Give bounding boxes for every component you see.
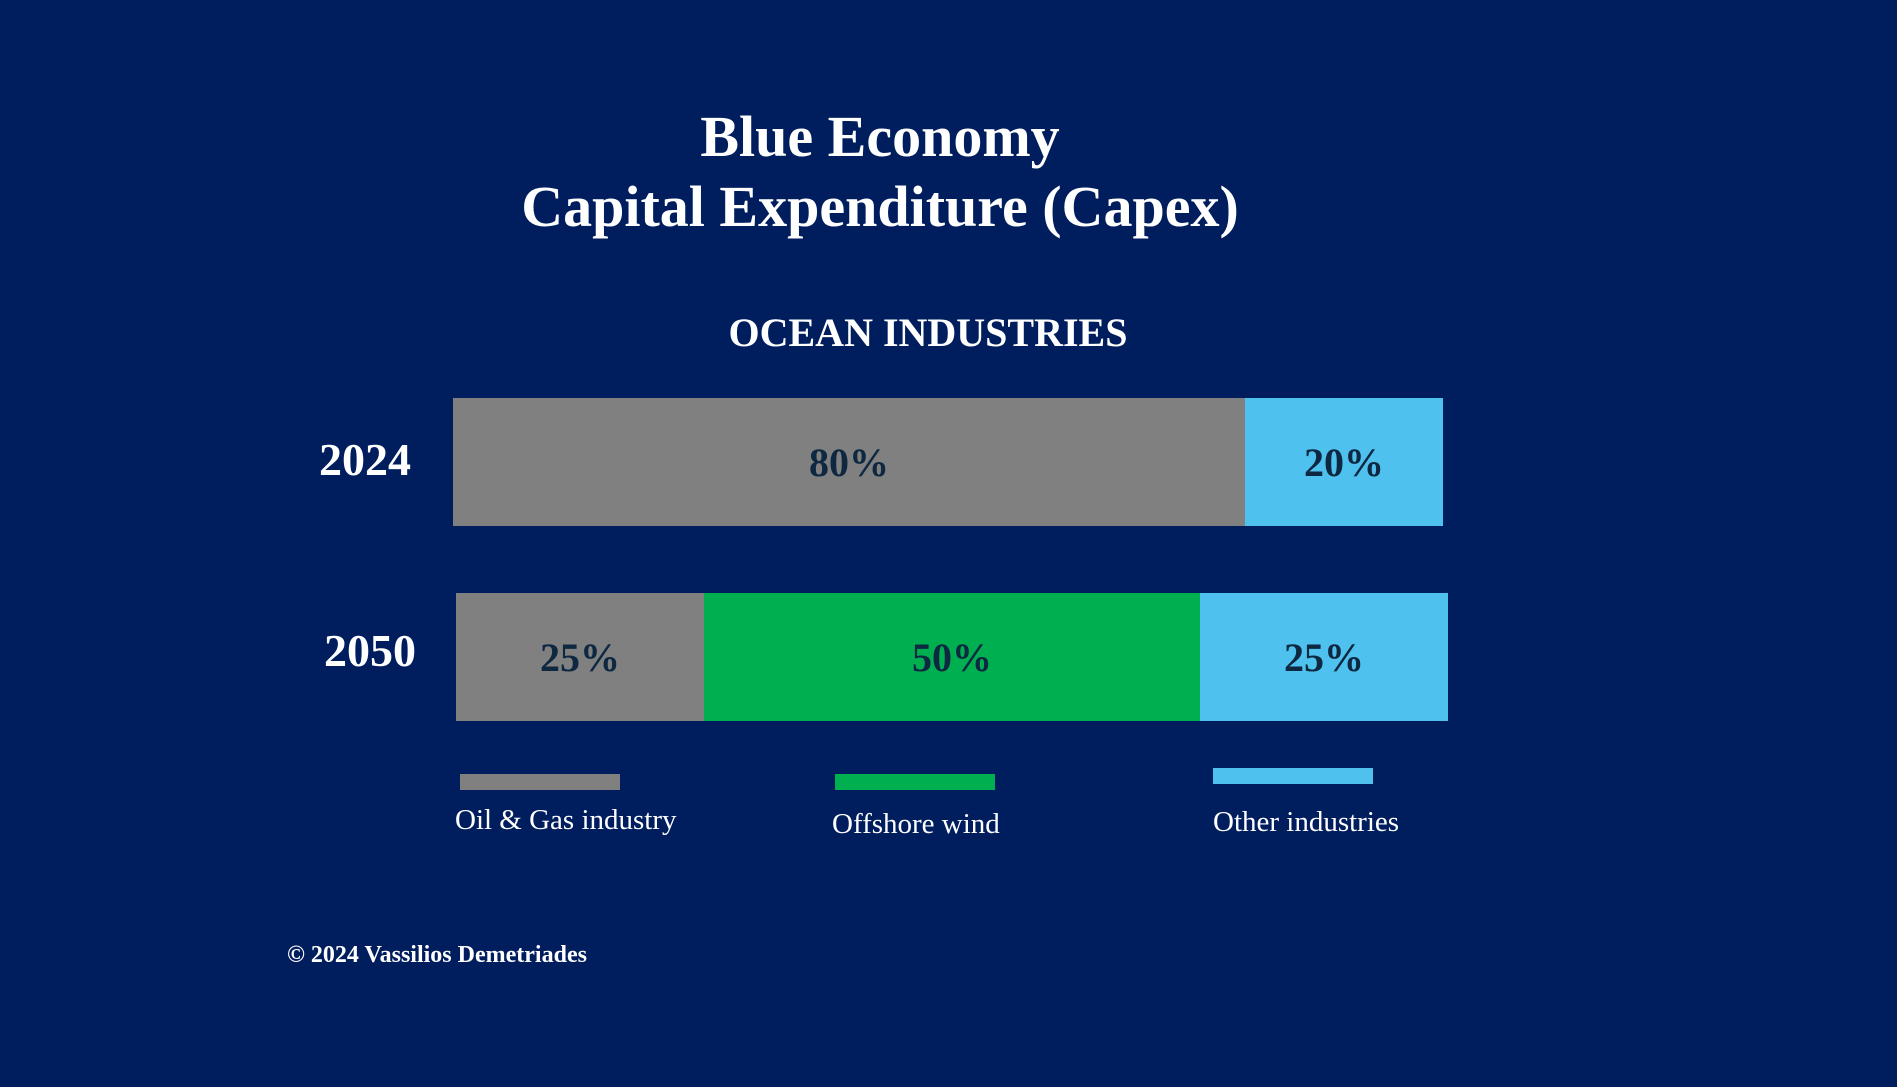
data-label-2050-other-industries: 25%: [1284, 635, 1364, 680]
bar-segment-2050-other-industries: [1200, 593, 1448, 721]
chart-subtitle: OCEAN INDUSTRIES: [729, 310, 1128, 355]
legend-swatch-oil-gas-industry: [460, 774, 620, 790]
legend-label-oil-gas-industry: Oil & Gas industry: [455, 804, 677, 836]
copyright-notice: © 2024 Vassilios Demetriades: [287, 942, 587, 968]
data-label-2050-offshore-wind: 50%: [912, 635, 992, 680]
data-label-2024-oil-gas-industry: 80%: [809, 440, 889, 485]
bar-segment-2050-oil-gas-industry: [456, 593, 704, 721]
legend-label-offshore-wind: Offshore wind: [832, 808, 1000, 840]
legend-swatch-offshore-wind: [835, 774, 995, 790]
bar-segment-2050-offshore-wind: [704, 593, 1200, 721]
bar-segment-2024-other-industries: [1245, 398, 1443, 526]
bar-segment-2024-oil-gas-industry: [453, 398, 1245, 526]
category-label-2024: 2024: [319, 434, 411, 485]
data-label-2024-other-industries: 20%: [1304, 440, 1384, 485]
category-label-2050: 2050: [324, 625, 416, 676]
legend-swatch-other-industries: [1213, 768, 1373, 784]
chart-title-line-2: Capital Expenditure (Capex): [521, 174, 1239, 239]
legend-label-other-industries: Other industries: [1213, 806, 1399, 838]
chart-title-line-1: Blue Economy: [700, 104, 1060, 169]
data-label-2050-oil-gas-industry: 25%: [540, 635, 620, 680]
